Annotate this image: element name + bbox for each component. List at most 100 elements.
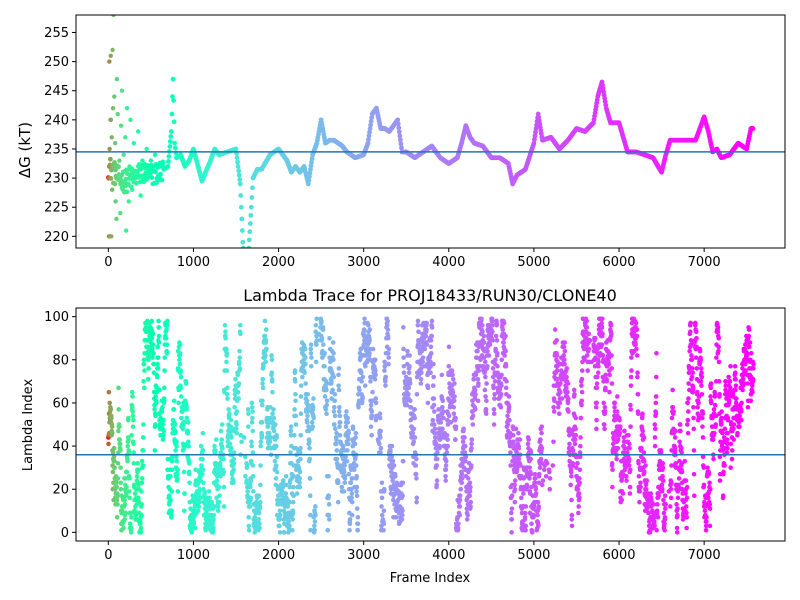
lambda-point	[577, 476, 582, 481]
lambda-point	[308, 527, 313, 533]
lambda-point	[667, 504, 673, 509]
lambda-point	[146, 357, 151, 363]
lambda-point	[139, 480, 145, 486]
lambda-point	[444, 432, 450, 438]
lambda-point	[506, 394, 512, 399]
lambda-point	[373, 372, 378, 378]
lambda-point	[362, 383, 368, 388]
lambda-point	[250, 473, 256, 479]
lambda-point	[169, 489, 175, 494]
lambda-point	[377, 441, 382, 447]
lambda-point	[559, 396, 565, 401]
lambda-point	[471, 376, 477, 382]
lambda-point	[233, 376, 238, 382]
lambda-point	[127, 495, 132, 501]
lambda-point	[250, 415, 255, 421]
lambda-point	[306, 424, 311, 429]
lambda-point	[368, 402, 374, 408]
lambda-point	[470, 422, 476, 427]
delta-g-point	[149, 175, 155, 180]
lambda-point	[651, 519, 657, 524]
lambda-point	[355, 527, 361, 533]
lambda-point	[234, 409, 240, 414]
delta-g-point	[366, 133, 372, 139]
lambda-point	[326, 493, 332, 498]
lambda-point	[640, 428, 645, 434]
lambda-point	[199, 463, 204, 468]
lambda-point	[381, 527, 386, 533]
lambda-point	[256, 517, 261, 522]
lambda-point	[684, 514, 690, 520]
lambda-point	[660, 461, 666, 466]
lambda-point	[615, 437, 621, 442]
lambda-point	[543, 473, 549, 479]
lambda-point	[126, 450, 132, 455]
lambda-point	[450, 372, 455, 378]
lambda-point	[266, 424, 271, 429]
lambda-point	[202, 491, 207, 496]
lambda-point	[659, 482, 665, 488]
lambda-point	[694, 329, 699, 335]
lambda-point	[267, 439, 273, 445]
lambda-point	[652, 422, 658, 427]
lambda-point	[424, 342, 430, 347]
delta-g-y-tick-label: 225	[44, 201, 69, 216]
lambda-point	[626, 463, 632, 468]
lambda-point	[129, 432, 134, 438]
lambda-point	[237, 348, 242, 354]
lambda-point	[130, 394, 135, 399]
lambda-point	[400, 480, 406, 486]
lambda-point	[331, 351, 336, 356]
delta-g-point	[111, 15, 116, 18]
lambda-point	[445, 437, 450, 442]
lambda-point	[349, 512, 355, 518]
lambda-point	[256, 493, 262, 498]
lambda-point	[369, 413, 375, 419]
lambda-point	[564, 385, 569, 391]
lambda-point	[150, 355, 155, 360]
lambda-point	[529, 521, 534, 527]
lambda-point	[252, 514, 258, 520]
lambda-point	[523, 504, 529, 509]
lambda-point	[406, 391, 411, 397]
lambda-point	[281, 478, 286, 483]
lambda-point	[653, 411, 659, 417]
lambda-point	[628, 424, 633, 429]
delta-g-point	[143, 170, 149, 176]
lambda-point	[501, 320, 507, 326]
lambda-point	[331, 409, 337, 414]
lambda-point	[260, 385, 266, 391]
lambda-point	[431, 383, 436, 388]
lambda-point	[271, 415, 277, 421]
lambda-point	[362, 316, 367, 322]
lambda-point	[492, 379, 498, 384]
lambda-point	[654, 351, 659, 356]
lambda-point	[139, 512, 144, 518]
lambda-point	[175, 489, 181, 494]
lambda-point	[340, 443, 346, 449]
lambda-point	[406, 385, 412, 391]
lambda-point	[551, 439, 556, 445]
lambda-point	[453, 424, 459, 429]
lambda-point	[418, 376, 424, 382]
lambda-point	[499, 372, 504, 378]
lambda-point	[679, 445, 684, 451]
lambda-point	[622, 428, 627, 434]
lambda-point	[347, 527, 352, 533]
lambda-point	[750, 376, 756, 382]
lambda-point	[345, 437, 351, 442]
lambda-point	[161, 417, 166, 423]
lambda-point	[277, 508, 283, 514]
lambda-point	[539, 424, 545, 429]
lambda-point	[562, 348, 568, 354]
lambda-point	[603, 387, 608, 393]
lambda-point	[139, 476, 145, 481]
delta-g-point	[128, 184, 134, 190]
lambda-point	[249, 439, 254, 445]
lambda-point	[469, 437, 475, 442]
lambda-point	[310, 404, 316, 410]
delta-g-point	[236, 172, 242, 178]
lambda-point	[453, 415, 458, 421]
lambda-point	[636, 473, 642, 479]
lambda-point	[360, 396, 365, 401]
